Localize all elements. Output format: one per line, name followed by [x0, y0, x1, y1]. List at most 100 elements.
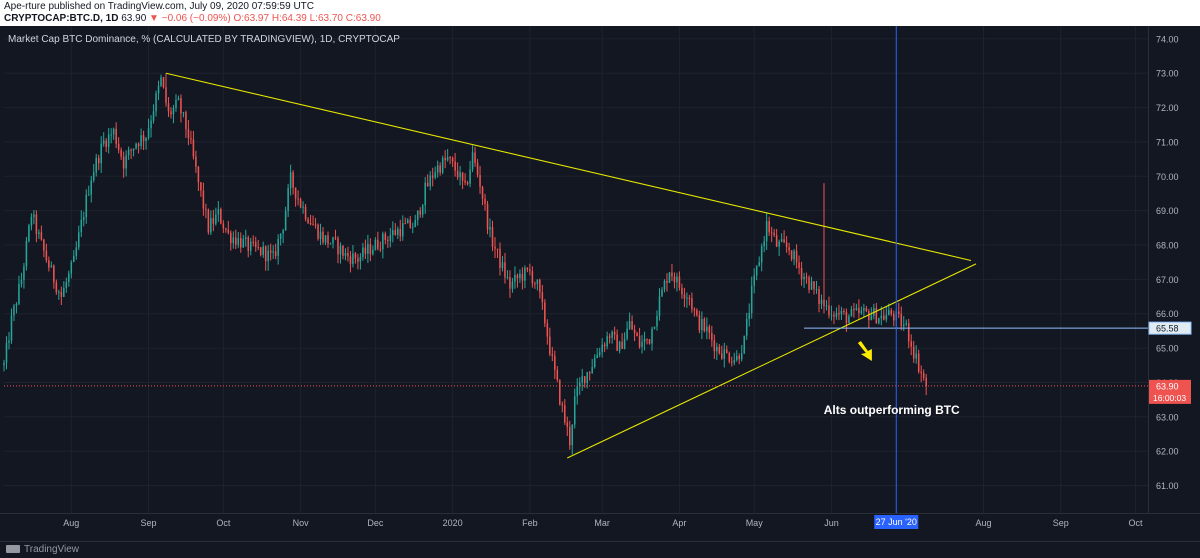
candle-body — [299, 199, 302, 208]
x-tick-label: Dec — [367, 518, 384, 528]
candle-body — [352, 253, 354, 264]
candle-body — [858, 308, 860, 314]
cursor-date-label: 27 Jun '20 — [876, 517, 917, 527]
x-tick-label: Aug — [63, 518, 79, 528]
candle-body — [740, 353, 743, 360]
candle-body — [53, 265, 55, 283]
y-tick-label: 63.00 — [1156, 412, 1179, 422]
candle-body — [264, 246, 267, 262]
candle-body — [130, 149, 132, 151]
candle-body — [499, 248, 501, 269]
candle-body — [608, 336, 611, 338]
y-tick-label: 62.00 — [1156, 447, 1179, 457]
candle-body — [202, 190, 205, 209]
candle-body — [586, 372, 588, 384]
candle-body — [436, 165, 439, 173]
candle-body — [461, 172, 464, 181]
candle-body — [215, 214, 217, 224]
down-arrow-icon — [857, 340, 872, 361]
candle-body — [177, 98, 180, 101]
candle-body — [479, 174, 481, 187]
candle-body — [676, 276, 678, 283]
candle-body — [344, 253, 347, 256]
candle-body — [230, 232, 232, 244]
candle-body — [770, 232, 773, 234]
candle-body — [486, 203, 489, 230]
candle-body — [564, 405, 566, 423]
candle-body — [389, 235, 392, 241]
candle-body — [663, 280, 666, 290]
candle-body — [30, 216, 33, 226]
candle-body — [451, 157, 454, 162]
candle-body — [354, 253, 357, 259]
candle-body — [112, 128, 115, 135]
candle-body — [444, 157, 446, 161]
candle-body — [439, 165, 441, 173]
candle-body — [536, 279, 539, 284]
candle-body — [90, 180, 93, 195]
candle-body — [15, 304, 18, 306]
candle-body — [506, 277, 509, 279]
symbol-line: CRYPTOCAP:BTC.D, 1D 63.90 ▼ −0.06 (−0.09… — [4, 13, 381, 24]
candle-body — [504, 262, 506, 278]
candle-body — [868, 311, 870, 321]
candle-body — [297, 198, 299, 200]
candle-body — [254, 241, 257, 247]
candle-body — [581, 376, 584, 383]
candle-body — [773, 232, 775, 236]
candle-body — [33, 214, 35, 217]
price-chart[interactable]: Alts outperforming BTC 61.0062.0063.0064… — [0, 26, 1200, 541]
candle-body — [327, 235, 329, 244]
candle-body — [785, 242, 788, 248]
candle-body — [102, 140, 105, 144]
candle-body — [790, 250, 793, 260]
candle-body — [830, 314, 833, 316]
candle-body — [190, 138, 192, 140]
candle-body — [738, 355, 741, 360]
candle-body — [147, 128, 150, 138]
candle-body — [227, 229, 230, 233]
candle-body — [262, 246, 264, 255]
candle-body — [646, 338, 648, 340]
candle-body — [484, 198, 486, 204]
candle-body — [529, 269, 531, 272]
candle-body — [406, 219, 409, 224]
candle-body — [68, 273, 70, 282]
candle-body — [828, 305, 830, 316]
candle-body — [379, 248, 382, 250]
candle-body — [372, 249, 374, 255]
candle-body — [197, 166, 200, 183]
candle-body — [337, 238, 339, 255]
candle-body — [566, 422, 569, 427]
candle-body — [501, 262, 504, 269]
candle-body — [885, 314, 888, 320]
candle-body — [496, 248, 499, 250]
candle-body — [875, 308, 878, 324]
candle-body — [539, 279, 541, 293]
candle-body — [651, 328, 653, 344]
candle-body — [573, 396, 576, 425]
candle-body — [185, 112, 187, 130]
candle-body — [18, 283, 20, 305]
candle-body — [718, 346, 721, 354]
candle-body — [105, 140, 107, 148]
candle-body — [568, 426, 571, 446]
candle-body — [404, 223, 407, 225]
candle-body — [713, 340, 716, 352]
candle-body — [678, 276, 681, 288]
candle-body — [87, 194, 90, 196]
candle-body — [382, 233, 384, 250]
candle-body — [192, 139, 195, 157]
ohlc-values: O:63.97 H:64.39 L:63.70 C:63.90 — [233, 13, 381, 24]
candle-body — [631, 321, 633, 330]
candle-body — [823, 299, 825, 307]
candle-body — [384, 233, 387, 241]
candle-body — [633, 329, 636, 333]
y-tick-label: 65.00 — [1156, 344, 1179, 354]
candle-body — [319, 231, 322, 239]
candle-body — [810, 281, 813, 290]
candle-body — [314, 224, 317, 226]
candle-body — [289, 172, 292, 189]
candle-body — [723, 349, 726, 359]
candle-body — [636, 332, 638, 336]
